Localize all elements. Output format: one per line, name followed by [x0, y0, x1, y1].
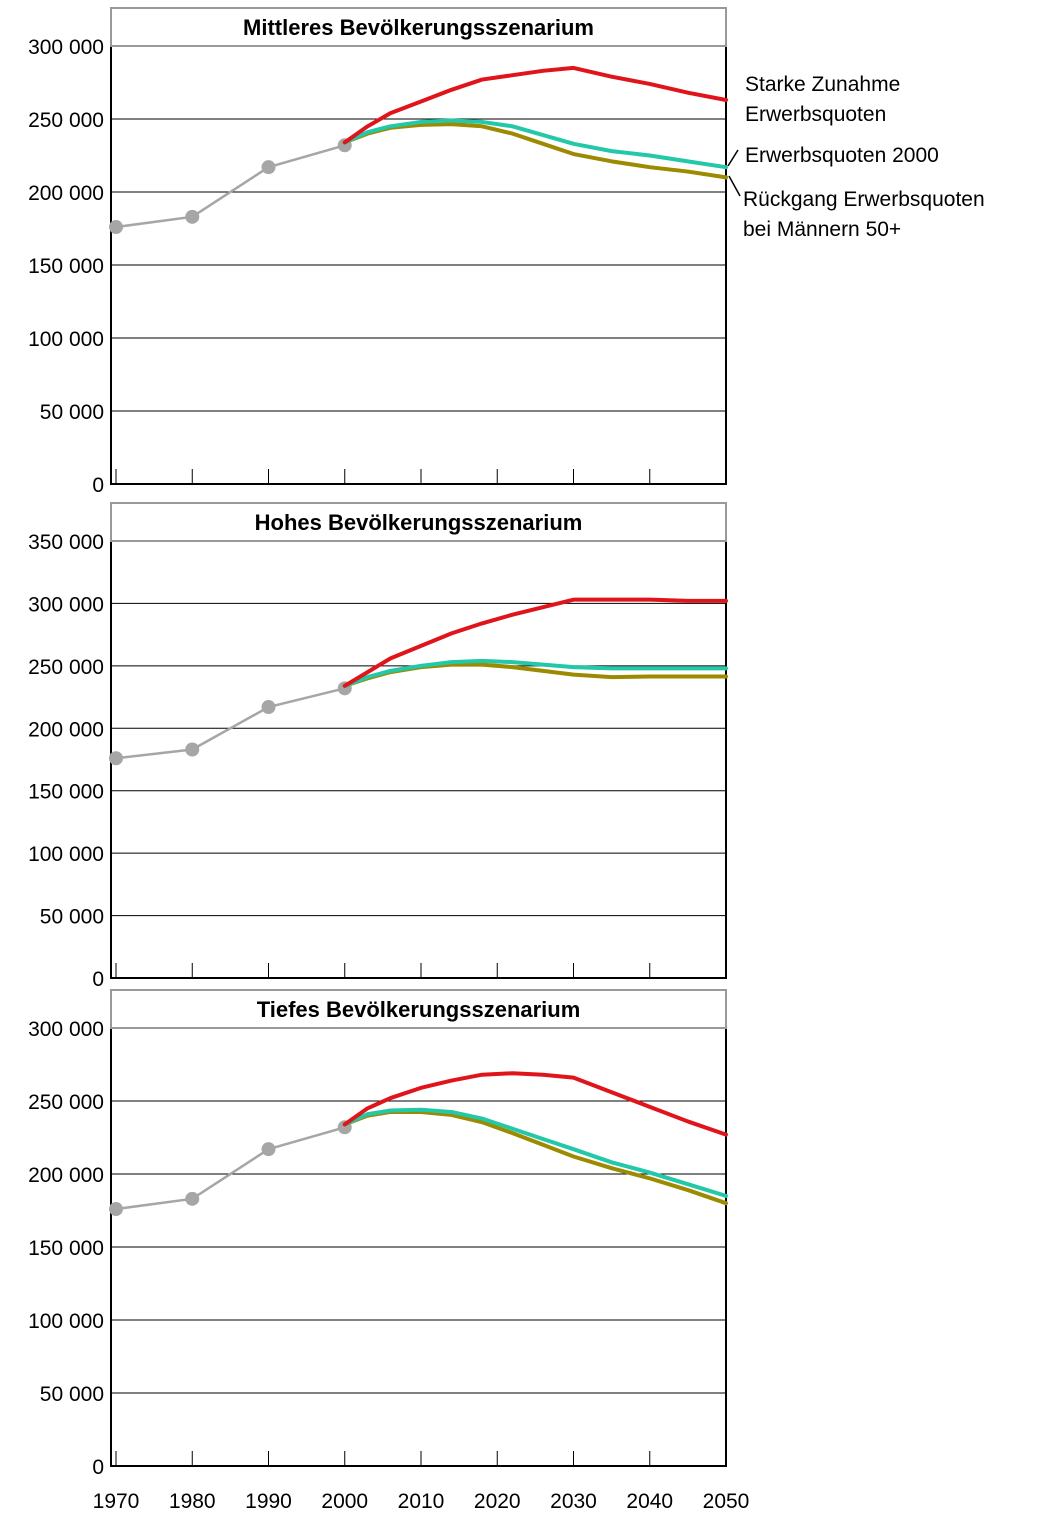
series-line-0-0 [342, 65, 728, 145]
y-tick-label: 0 [92, 1456, 104, 1479]
series-line-2-0 [342, 1071, 728, 1137]
panel-title-0: Mittleres Bevölkerungsszenarium [243, 15, 594, 40]
x-tick-label: 2020 [474, 1490, 521, 1513]
series-line-1-1 [342, 658, 728, 688]
historical-point [109, 751, 123, 766]
legend-entry-0: Starke Zunahme Erwerbsquoten [745, 73, 900, 126]
y-tick-label: 300 000 [28, 36, 104, 59]
y-tick-label: 300 000 [28, 1018, 104, 1041]
historical-point [185, 1191, 200, 1206]
y-tick-label: 150 000 [28, 255, 104, 278]
y-tick-label: 100 000 [28, 843, 104, 866]
historical-point [109, 1202, 123, 1217]
legend-leader-2 [728, 175, 741, 197]
y-tick-label: 50 000 [40, 906, 104, 929]
x-tick-label: 1970 [93, 1490, 140, 1513]
panel-title-2: Tiefes Bevölkerungsszenarium [257, 997, 581, 1022]
series-line-0-1 [342, 118, 728, 170]
series-line-1-0 [342, 597, 728, 688]
x-tick-label: 2030 [550, 1490, 597, 1513]
plot-frame-1 [110, 540, 727, 979]
historical-point [261, 700, 276, 715]
y-tick-label: 150 000 [28, 781, 104, 804]
historical-point [109, 220, 123, 235]
x-tick-label: 1980 [169, 1490, 216, 1513]
y-tick-label: 100 000 [28, 328, 104, 351]
x-tick-label: 2000 [321, 1490, 368, 1513]
y-tick-label: 250 000 [28, 109, 104, 132]
y-tick-label: 300 000 [28, 593, 104, 616]
legend-entry-1: Erwerbsquoten 2000 [745, 144, 939, 167]
x-tick-label: 2040 [626, 1490, 673, 1513]
y-tick-label: 200 000 [28, 1164, 104, 1187]
y-tick-label: 0 [92, 968, 104, 991]
panel-title-box-1 [110, 502, 727, 542]
y-tick-label: 50 000 [40, 401, 104, 424]
y-tick-label: 250 000 [28, 1091, 104, 1114]
panel-title-1: Hohes Bevölkerungsszenarium [255, 510, 583, 535]
historical-line-2 [115, 1126, 346, 1211]
series-line-2-1 [342, 1107, 728, 1198]
x-tick-label: 2050 [703, 1490, 750, 1513]
historical-line-1 [115, 687, 346, 760]
y-tick-label: 250 000 [28, 656, 104, 679]
y-tick-label: 200 000 [28, 718, 104, 741]
x-tick-label: 1990 [245, 1490, 292, 1513]
panel-title-box-0 [110, 7, 727, 47]
y-tick-label: 200 000 [28, 182, 104, 205]
historical-point [185, 742, 200, 757]
y-tick-label: 150 000 [28, 1237, 104, 1260]
legend-leader-1 [727, 149, 739, 167]
legend-entry-2: Rückgang Erwerbsquoten bei Männern 50+ [743, 188, 985, 241]
y-tick-label: 350 000 [28, 531, 104, 554]
y-tick-label: 0 [92, 474, 104, 497]
historical-point [185, 209, 200, 224]
historical-point [261, 1142, 276, 1157]
x-tick-label: 2010 [398, 1490, 445, 1513]
y-tick-label: 100 000 [28, 1310, 104, 1333]
y-tick-label: 50 000 [40, 1383, 104, 1406]
series-line-2-2 [342, 1109, 728, 1206]
historical-line-0 [115, 144, 346, 229]
panel-title-box-2 [110, 989, 727, 1029]
historical-point [261, 160, 276, 175]
